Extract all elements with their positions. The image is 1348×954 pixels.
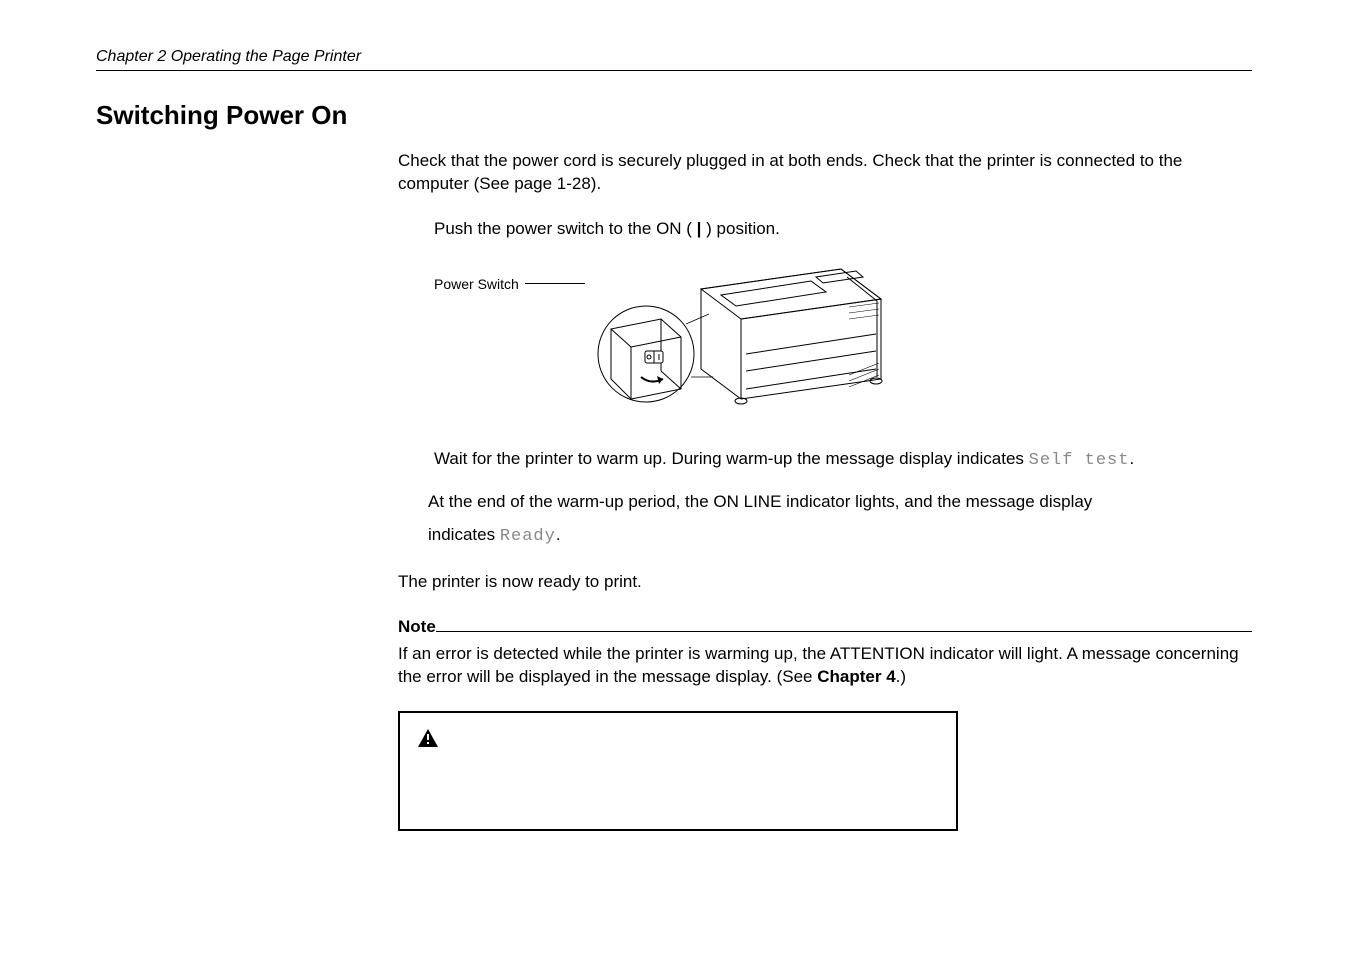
power-switch-diagram: Power Switch [434, 259, 1252, 426]
note-rule [436, 616, 1252, 632]
step-2: Wait for the printer to warm up. During … [434, 448, 1252, 473]
printer-illustration [591, 259, 891, 426]
note-chapter-ref: Chapter 4 [817, 667, 895, 686]
step3-pre: indicates [428, 525, 500, 544]
step3-lcd-text: Ready [500, 527, 556, 546]
note-heading: Note [398, 616, 1252, 639]
intro-paragraph: Check that the power cord is securely pl… [398, 150, 1252, 196]
step-3-line2: indicates Ready. [428, 524, 1252, 549]
step2-lcd-text: Self test [1029, 451, 1130, 470]
step3-post: . [556, 525, 561, 544]
step1-pre: Push the power switch to the ON ( [434, 219, 697, 238]
ready-line: The printer is now ready to print. [398, 571, 1252, 594]
step2-pre: Wait for the printer to warm up. During … [434, 449, 1029, 468]
caution-box [398, 711, 958, 831]
note-body: If an error is detected while the printe… [398, 643, 1252, 689]
power-switch-label: Power Switch [434, 275, 519, 294]
page-title: Switching Power On [96, 100, 347, 131]
header-rule [96, 70, 1252, 71]
step1-post: ) position. [701, 219, 779, 238]
step2-post: . [1129, 449, 1134, 468]
label-leader-line [525, 283, 585, 284]
step-1: Push the power switch to the ON ( | ) po… [434, 218, 1252, 241]
page: Chapter 2 Operating the Page Printer Swi… [0, 0, 1348, 954]
content-column: Check that the power cord is securely pl… [398, 150, 1252, 831]
step-3-line1: At the end of the warm-up period, the ON… [428, 491, 1252, 514]
page-header: Chapter 2 Operating the Page Printer [96, 48, 1252, 71]
caution-header [418, 729, 938, 747]
chapter-line: Chapter 2 Operating the Page Printer [96, 48, 1252, 66]
note-body-post: .) [896, 667, 906, 686]
note-label: Note [398, 616, 436, 639]
warning-icon [418, 729, 438, 747]
